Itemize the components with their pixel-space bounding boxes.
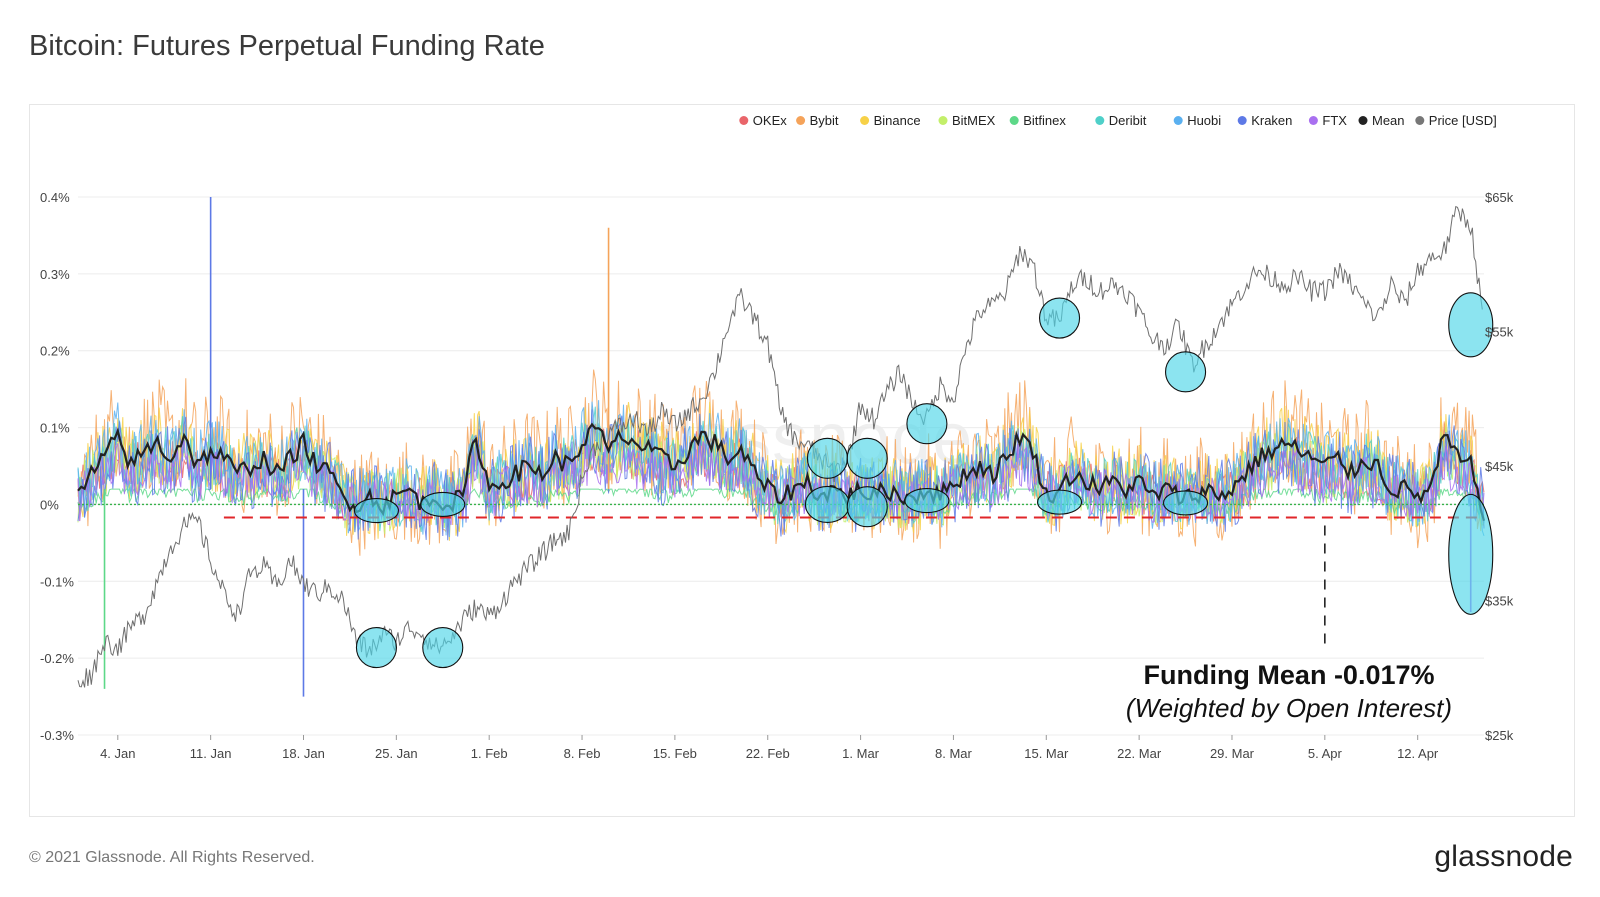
legend-label: Bitfinex (1023, 113, 1066, 128)
highlight-circle-12 (904, 488, 950, 514)
y-left-tick-label: -0.3% (40, 728, 74, 743)
highlight-circle-3 (1165, 351, 1207, 393)
x-tick-label: 8. Feb (564, 746, 601, 761)
legend-label: Deribit (1109, 113, 1147, 128)
x-tick-label: 4. Jan (100, 746, 135, 761)
legend-label: Price [USD] (1429, 113, 1497, 128)
legend-label: Mean (1372, 113, 1405, 128)
y-right-tick-label: $55k (1485, 325, 1514, 340)
mean-series (77, 422, 1486, 522)
x-tick-label: 1. Feb (471, 746, 508, 761)
x-tick-label: 5. Apr (1308, 746, 1343, 761)
legend-dot (860, 116, 870, 125)
x-tick-label: 25. Jan (375, 746, 418, 761)
legend-dot (796, 116, 806, 125)
y-left-tick-label: -0.2% (40, 651, 74, 666)
highlight-circle-5 (353, 498, 399, 524)
x-tick-label: 15. Mar (1024, 746, 1069, 761)
highlight-circle-7 (806, 437, 848, 479)
legend-label: Kraken (1251, 113, 1292, 128)
highlight-circle-13 (1036, 489, 1083, 515)
legend-label: OKEx (753, 113, 787, 128)
series-mean (77, 422, 1486, 522)
x-tick-label: 8. Mar (935, 746, 973, 761)
legend-dot (1095, 116, 1105, 125)
highlight-circle-4 (1448, 292, 1494, 358)
legend-dot (1415, 116, 1425, 125)
x-tick-label: 22. Feb (746, 746, 790, 761)
y-left-tick-label: 0.1% (40, 421, 70, 436)
chart-title: Bitcoin: Futures Perpetual Funding Rate (29, 30, 545, 62)
highlight-circle-6 (420, 491, 466, 517)
legend-dot (938, 116, 948, 125)
legend-dot (739, 116, 749, 125)
chart-panel (29, 104, 1575, 817)
x-tick-label: 29. Mar (1210, 746, 1255, 761)
x-tick-label: 12. Apr (1397, 746, 1439, 761)
footer-copyright: © 2021 Glassnode. All Rights Reserved. (29, 849, 315, 866)
legend-dot (1173, 116, 1183, 125)
highlight-circle-0 (355, 627, 397, 669)
legend-dot (1009, 116, 1019, 125)
highlight-circle-8 (846, 437, 888, 479)
legend-label: BitMEX (952, 113, 996, 128)
exchange-series (77, 197, 1485, 697)
y-left-tick-label: 0.3% (40, 267, 70, 282)
y-right-tick-label: $45k (1485, 459, 1514, 474)
x-tick-label: 18. Jan (282, 746, 325, 761)
legend: Price [USD] Mean FTX Kraken Huobi Deribit Bitf… (739, 113, 1497, 128)
highlight-circle-1 (422, 627, 464, 669)
funding-mean-annotation-note: (Weighted by Open Interest) (1125, 693, 1453, 723)
legend-dot (1237, 116, 1247, 125)
axes: -0.3% -0.2% -0.1% 0% 0.1% 0.2% 0.3% 0.4% $25k $35… (40, 190, 1514, 761)
highlight-circle-2 (1038, 297, 1081, 339)
x-tick-label: 1. Mar (842, 746, 880, 761)
funding-mean-annotation: Funding Mean -0.017% (1143, 660, 1435, 690)
legend-dot (1358, 116, 1368, 125)
y-right-tick-label: $35k (1485, 594, 1514, 609)
highlight-circle-15 (1448, 493, 1494, 615)
y-right-tick-label: $65k (1485, 190, 1514, 205)
highlight-circle-10 (846, 486, 888, 528)
series-huobi (77, 400, 1485, 538)
series-price (77, 205, 1483, 688)
x-tick-label: 22. Mar (1117, 746, 1162, 761)
glassnode-logo: glassnode (1434, 840, 1573, 873)
highlight-circle-9 (804, 485, 850, 523)
legend-label: FTX (1322, 113, 1347, 128)
legend-label: Huobi (1187, 113, 1221, 128)
legend-dot (1308, 116, 1318, 125)
highlight-circle-14 (1163, 490, 1209, 516)
x-tick-label: 15. Feb (653, 746, 697, 761)
y-left-tick-label: -0.1% (40, 574, 74, 589)
legend-label: Bybit (810, 113, 839, 128)
highlight-circle-11 (906, 403, 948, 445)
x-tick-label: 11. Jan (190, 746, 232, 761)
y-left-tick-label: 0% (40, 497, 59, 512)
y-left-tick-label: 0.2% (40, 344, 70, 359)
y-right-tick-label: $25k (1485, 728, 1514, 743)
highlight-circles (353, 292, 1494, 669)
legend-label: Binance (874, 113, 921, 128)
y-left-tick-label: 0.4% (40, 190, 70, 205)
price-series (77, 205, 1483, 688)
